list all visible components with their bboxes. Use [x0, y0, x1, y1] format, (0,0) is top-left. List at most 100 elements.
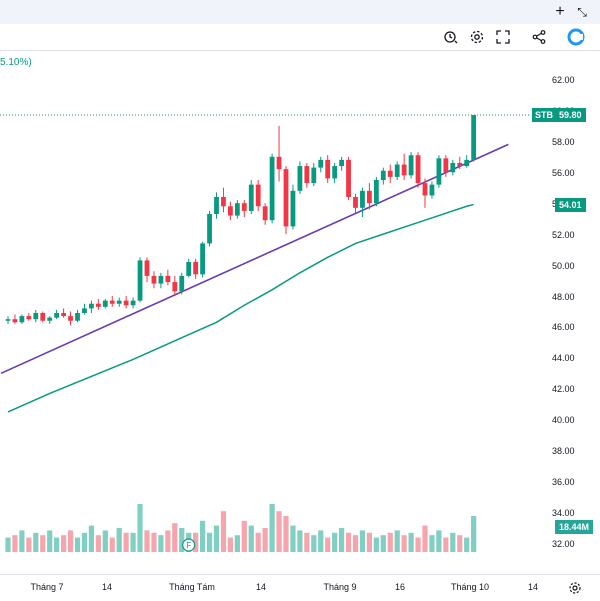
- candle-body: [332, 166, 338, 179]
- candle-body: [200, 243, 205, 275]
- time-tick-label: 16: [394, 582, 406, 592]
- volume-bar: [276, 511, 282, 552]
- candlestick-chart[interactable]: F: [0, 52, 600, 574]
- volume-bar: [137, 504, 143, 552]
- time-tick-label: 14: [101, 582, 113, 592]
- volume-bar: [373, 537, 379, 552]
- volume-bar: [464, 537, 470, 552]
- candle-body: [325, 159, 331, 179]
- time-axis[interactable]: Tháng 7 14 Tháng Tám 14 Tháng 9 16 Tháng 10 14: [0, 574, 600, 601]
- candle-body: [68, 316, 73, 321]
- candle-body: [95, 303, 101, 307]
- candle-body: [12, 319, 18, 323]
- volume-bar: [394, 530, 400, 552]
- volume-bar: [102, 530, 108, 552]
- candle-body: [89, 303, 94, 309]
- volume-bar: [81, 532, 88, 552]
- volume-bar: [297, 530, 303, 552]
- price-tick-label: 58.00: [552, 136, 575, 147]
- volume-bar: [262, 528, 268, 552]
- candle-body: [75, 313, 80, 321]
- candle-body: [443, 158, 449, 173]
- fullscreen-icon[interactable]: [492, 26, 514, 48]
- candle-body: [123, 300, 129, 306]
- candle-body: [373, 179, 379, 204]
- candle-body: [367, 190, 372, 204]
- volume-bar: [352, 535, 359, 552]
- volume-bar: [269, 504, 275, 552]
- price-tick-label: 62.00: [552, 75, 575, 85]
- candle-body: [422, 183, 428, 196]
- volume-bar: [366, 532, 372, 552]
- volume-bar: [436, 530, 442, 552]
- volume-bar: [123, 532, 129, 552]
- candle-body: [144, 260, 150, 276]
- restore-icon[interactable]: ⤡: [577, 4, 587, 19]
- trendline: [0, 143, 509, 375]
- volume-bar: [359, 530, 366, 552]
- volume-bar: [172, 523, 178, 552]
- volume-bar: [471, 516, 477, 552]
- candle-body: [283, 169, 289, 227]
- moving-average-line: [7, 203, 474, 413]
- volume-bar: [213, 525, 220, 552]
- volume-bar: [151, 532, 157, 552]
- volume-bar: [234, 535, 240, 552]
- candle-body: [207, 214, 212, 244]
- candle-body: [380, 170, 386, 180]
- share-icon[interactable]: [528, 26, 550, 48]
- candle-body: [40, 313, 46, 321]
- time-tick-label: Tháng Tám: [169, 582, 215, 592]
- volume-bar: [408, 532, 414, 552]
- candle-body: [61, 313, 66, 317]
- logo-icon[interactable]: [565, 26, 587, 48]
- volume-bar: [88, 525, 94, 552]
- axis-settings-icon[interactable]: [564, 577, 586, 599]
- volume-bar: [325, 537, 331, 552]
- volume-bar: [26, 537, 32, 552]
- candle-body: [109, 300, 115, 304]
- candle-body: [54, 313, 60, 318]
- volume-bar: [165, 530, 171, 552]
- price-tick-label: 36.00: [552, 477, 575, 488]
- candle-body: [172, 282, 178, 292]
- volume-bar: [339, 528, 345, 552]
- candle-body: [360, 190, 365, 208]
- candle-body: [186, 261, 192, 276]
- candle-body: [276, 156, 282, 170]
- time-tick-label: Tháng 9: [323, 582, 357, 592]
- candle-body: [346, 159, 351, 197]
- candle-body: [436, 158, 442, 185]
- window-topbar: + ⤡: [0, 0, 600, 25]
- volume-bar: [227, 537, 233, 552]
- symbol-tag: STB: [532, 108, 556, 122]
- alert-icon[interactable]: [440, 26, 462, 48]
- price-change-label: 5.10%): [0, 57, 32, 68]
- volume-bar: [193, 532, 199, 552]
- volume-bar: [95, 535, 101, 552]
- volume-bar: [332, 532, 338, 552]
- plus-icon[interactable]: +: [555, 3, 565, 20]
- volume-bar: [283, 516, 289, 552]
- volume-bar: [116, 528, 122, 552]
- chart-toolbar: [0, 24, 600, 51]
- volume-bar: [450, 532, 456, 552]
- candle-body: [130, 300, 136, 306]
- candle-body: [415, 155, 421, 184]
- volume-bar: [422, 525, 428, 552]
- price-tick-label: 38.00: [552, 446, 575, 457]
- volume-bar: [144, 530, 150, 552]
- time-tick-label: Tháng 10: [450, 582, 490, 592]
- candle-body: [151, 275, 157, 284]
- time-tick-label: Tháng 7: [30, 582, 64, 592]
- price-tick-label: 40.00: [552, 415, 575, 426]
- candle-body: [457, 162, 463, 167]
- candle-body: [394, 164, 400, 177]
- candle-body: [304, 166, 310, 184]
- candle-body: [179, 275, 185, 292]
- candle-body: [241, 203, 247, 211]
- volume-bar: [206, 532, 213, 552]
- gear-icon[interactable]: [466, 26, 488, 48]
- price-tick-label: 44.00: [552, 353, 575, 364]
- volume-bar: [158, 535, 164, 552]
